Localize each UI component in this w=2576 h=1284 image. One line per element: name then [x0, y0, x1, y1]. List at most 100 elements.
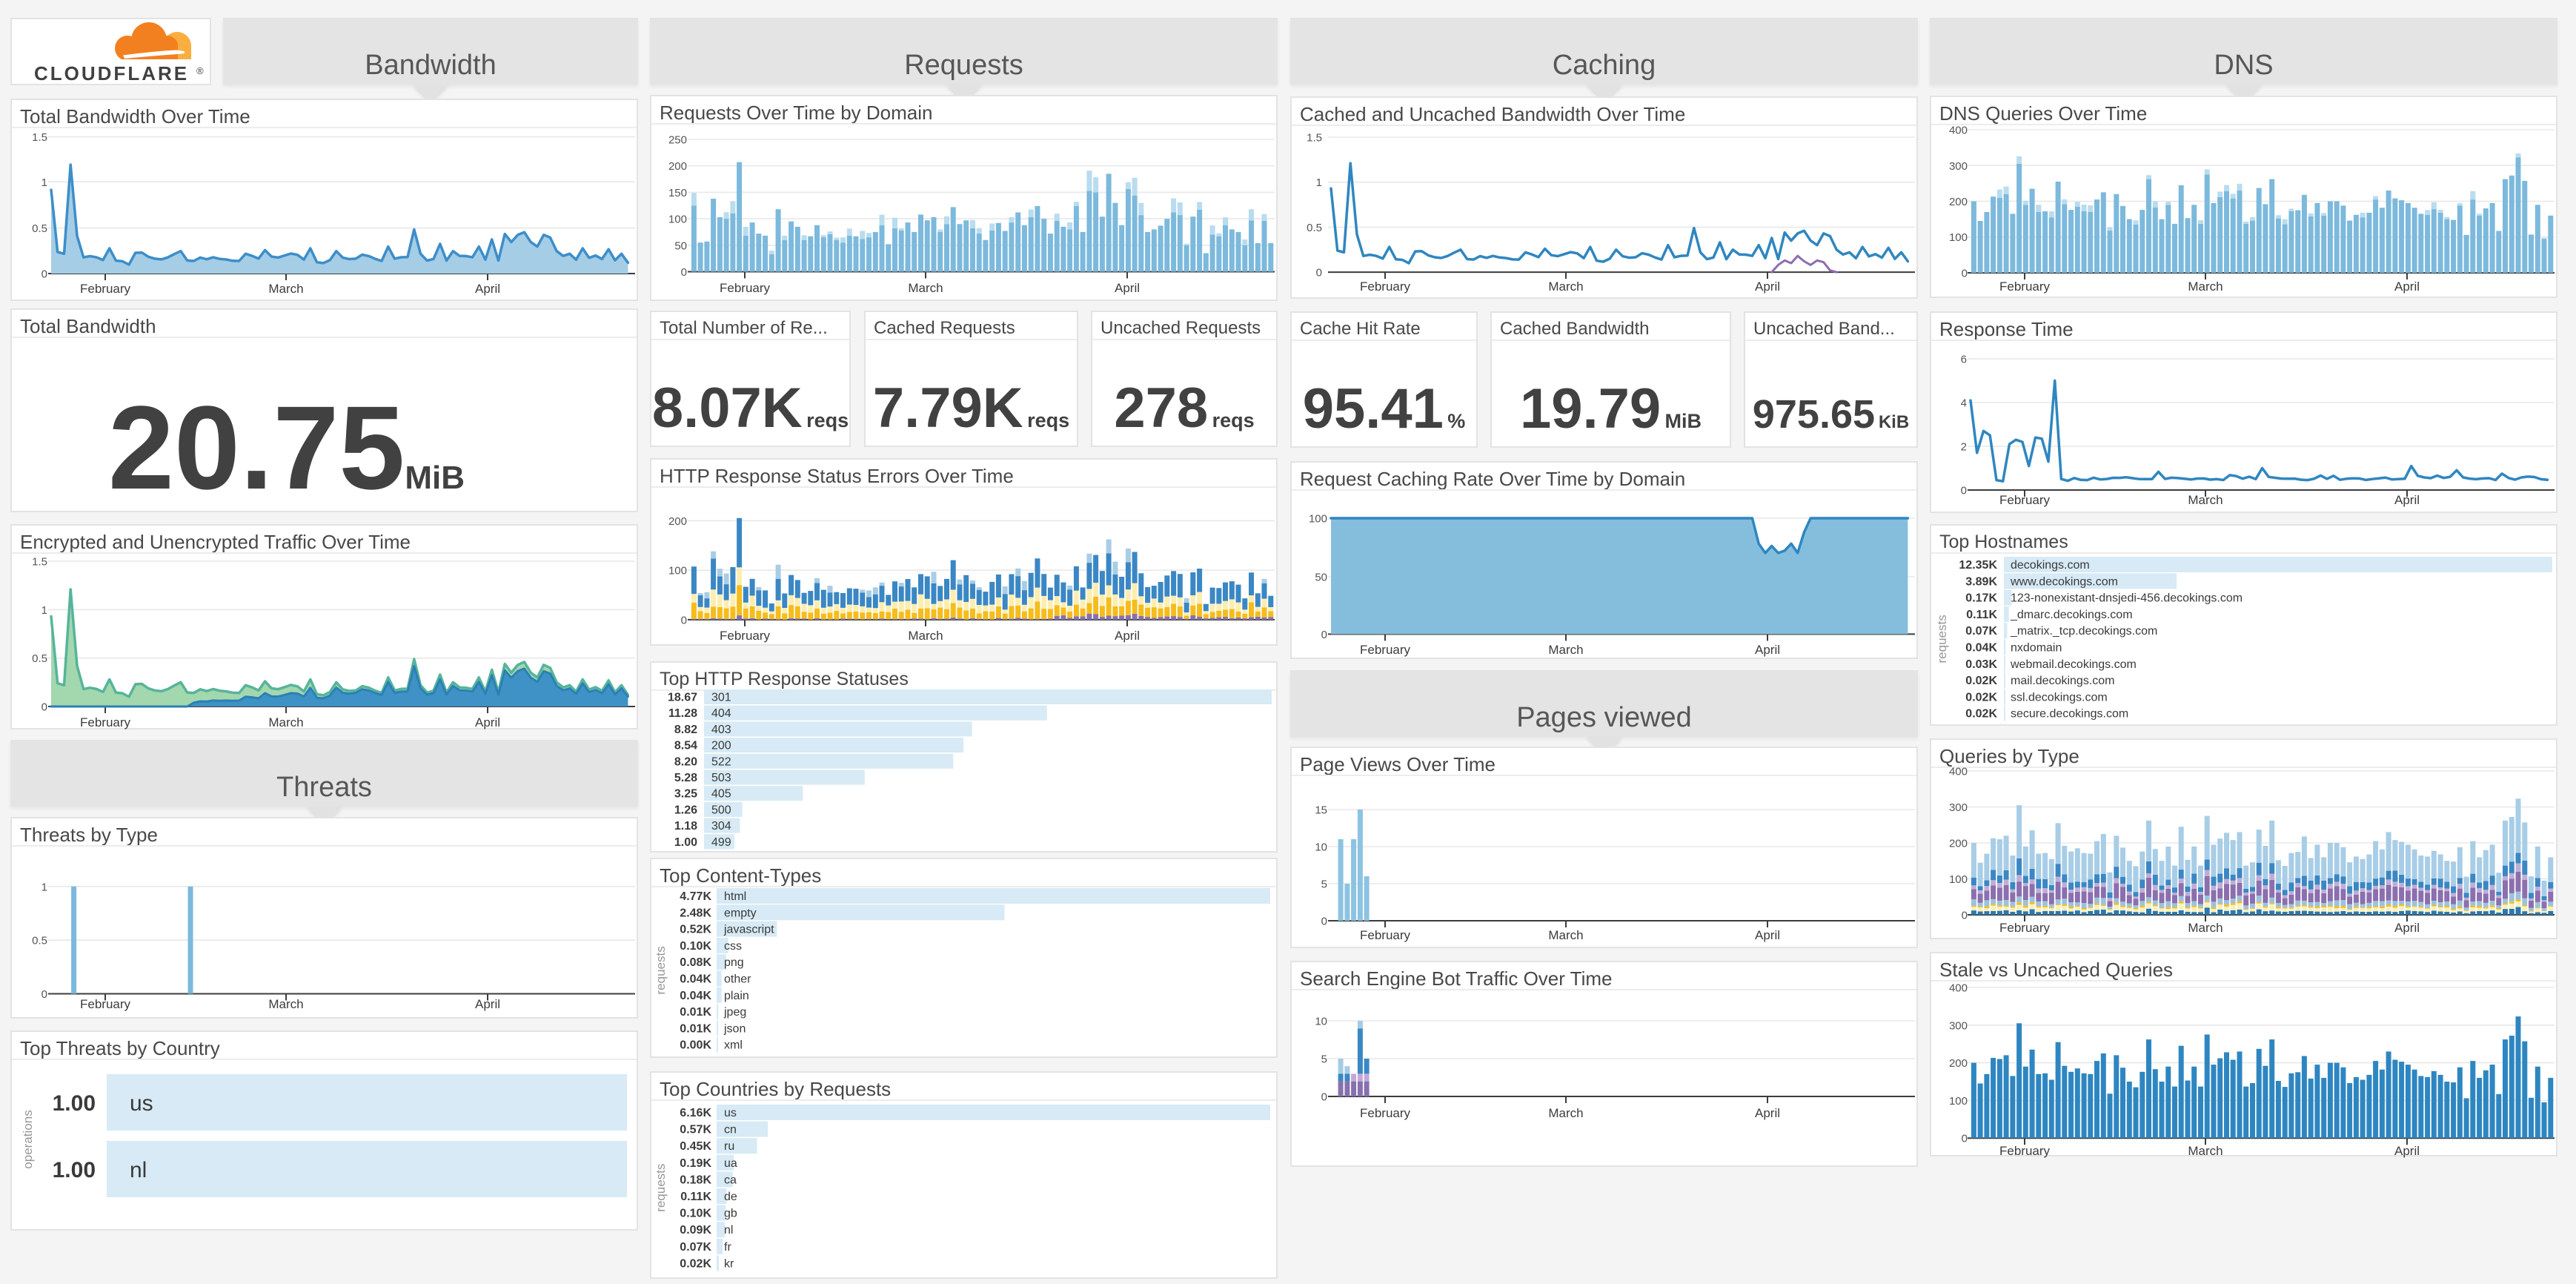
svg-text:0.00K: 0.00K — [680, 1039, 711, 1052]
svg-text:6: 6 — [1961, 354, 1967, 366]
svg-text:html: html — [724, 890, 746, 903]
svg-text:April: April — [475, 282, 500, 296]
svg-text:us: us — [130, 1091, 153, 1116]
svg-text:February: February — [720, 629, 771, 643]
svg-text:0.02K: 0.02K — [1965, 691, 1997, 704]
svg-text:0.5: 0.5 — [32, 222, 47, 235]
svg-text:0.11K: 0.11K — [1966, 609, 1997, 621]
svg-text:1: 1 — [1316, 176, 1322, 189]
svg-text:decokings.com: decokings.com — [2011, 559, 2090, 572]
svg-text:0.07K: 0.07K — [1965, 625, 1997, 638]
svg-text:February: February — [80, 715, 131, 729]
svg-text:400: 400 — [1949, 766, 1968, 778]
svg-text:February: February — [1360, 279, 1411, 294]
svg-text:0: 0 — [1962, 268, 1968, 280]
svg-text:png: png — [724, 956, 744, 969]
svg-text:100: 100 — [1949, 1095, 1968, 1108]
svg-text:0.04K: 0.04K — [680, 990, 711, 1002]
svg-text:0: 0 — [1321, 1091, 1327, 1104]
svg-text:200: 200 — [711, 740, 731, 752]
svg-text:json: json — [723, 1022, 746, 1035]
svg-text:0.03K: 0.03K — [1965, 658, 1997, 671]
svg-text:February: February — [720, 281, 771, 295]
svg-text:200: 200 — [668, 515, 687, 528]
svg-text:0.18K: 0.18K — [680, 1174, 711, 1186]
svg-text:jpeg: jpeg — [723, 1006, 746, 1019]
svg-text:us: us — [724, 1107, 737, 1119]
svg-text:nxdomain: nxdomain — [2011, 642, 2062, 655]
svg-text:18.67: 18.67 — [668, 692, 697, 704]
svg-text:February: February — [80, 997, 131, 1011]
svg-text:0.11K: 0.11K — [680, 1191, 711, 1203]
svg-text:April: April — [1755, 279, 1780, 294]
svg-text:11.28: 11.28 — [668, 707, 697, 720]
svg-text:6.16K: 6.16K — [680, 1107, 711, 1119]
svg-text:8.54: 8.54 — [674, 740, 697, 752]
svg-text:February: February — [1999, 279, 2051, 294]
svg-text:0.08K: 0.08K — [680, 956, 711, 969]
svg-text:operations: operations — [21, 1110, 35, 1168]
svg-text:nl: nl — [130, 1158, 147, 1182]
svg-text:March: March — [268, 997, 303, 1011]
svg-text:fr: fr — [724, 1241, 731, 1254]
svg-text:1.5: 1.5 — [32, 556, 47, 569]
svg-text:requests: requests — [654, 946, 668, 994]
svg-text:February: February — [1999, 493, 2051, 507]
svg-text:ssl.decokings.com: ssl.decokings.com — [2011, 691, 2108, 704]
svg-text:javascript: javascript — [723, 924, 774, 936]
svg-text:0: 0 — [681, 266, 687, 279]
svg-text:1.18: 1.18 — [674, 820, 697, 833]
svg-text:February: February — [1360, 643, 1411, 657]
svg-text:requests: requests — [654, 1164, 668, 1212]
svg-text:March: March — [268, 282, 303, 296]
svg-text:0.02K: 0.02K — [1965, 708, 1997, 721]
svg-text:April: April — [1115, 629, 1140, 643]
svg-text:5: 5 — [1321, 1053, 1327, 1066]
svg-text:plain: plain — [724, 990, 749, 1002]
svg-text:March: March — [2188, 1144, 2223, 1158]
svg-text:0: 0 — [1962, 1133, 1968, 1145]
svg-text:2.48K: 2.48K — [680, 907, 711, 919]
svg-text:April: April — [1755, 1106, 1780, 1120]
svg-text:100: 100 — [1949, 873, 1968, 886]
svg-text:1.5: 1.5 — [32, 131, 47, 144]
svg-text:css: css — [724, 940, 742, 953]
svg-text:0.10K: 0.10K — [680, 940, 711, 953]
svg-text:3.25: 3.25 — [674, 788, 697, 801]
svg-text:March: March — [908, 281, 943, 295]
svg-text:mail.decokings.com: mail.decokings.com — [2011, 675, 2115, 687]
svg-text:March: March — [1548, 928, 1583, 942]
svg-text:0: 0 — [681, 614, 687, 626]
svg-text:March: March — [1548, 643, 1583, 657]
svg-text:secure.decokings.com: secure.decokings.com — [2011, 708, 2128, 721]
svg-text:12.35K: 12.35K — [1959, 559, 1997, 572]
svg-text:404: 404 — [711, 707, 731, 720]
svg-text:100: 100 — [668, 565, 687, 578]
svg-text:1.5: 1.5 — [1307, 132, 1322, 145]
svg-text:February: February — [1999, 921, 2051, 935]
svg-text:®: ® — [196, 65, 204, 76]
svg-text:3.89K: 3.89K — [1965, 575, 1997, 588]
svg-text:100: 100 — [1309, 513, 1327, 526]
svg-text:kr: kr — [724, 1257, 734, 1270]
svg-text:February: February — [1360, 1106, 1411, 1120]
svg-text:100: 100 — [668, 214, 687, 226]
svg-text:8.82: 8.82 — [674, 724, 697, 736]
svg-text:400: 400 — [1949, 982, 1968, 995]
svg-text:www.decokings.com: www.decokings.com — [2010, 575, 2118, 588]
svg-text:1: 1 — [42, 881, 47, 893]
svg-text:April: April — [1115, 281, 1140, 295]
svg-text:405: 405 — [711, 788, 731, 801]
svg-text:5.28: 5.28 — [674, 772, 697, 784]
svg-text:1: 1 — [42, 604, 47, 617]
svg-text:1: 1 — [42, 176, 47, 189]
svg-text:200: 200 — [1949, 838, 1968, 850]
svg-text:0: 0 — [1961, 485, 1967, 497]
svg-text:50: 50 — [674, 239, 687, 252]
svg-text:300: 300 — [1949, 160, 1968, 173]
svg-text:0.52K: 0.52K — [680, 924, 711, 936]
svg-text:April: April — [2394, 279, 2420, 294]
svg-text:0: 0 — [42, 988, 47, 1001]
svg-text:ua: ua — [724, 1157, 737, 1170]
svg-text:304: 304 — [711, 820, 731, 833]
